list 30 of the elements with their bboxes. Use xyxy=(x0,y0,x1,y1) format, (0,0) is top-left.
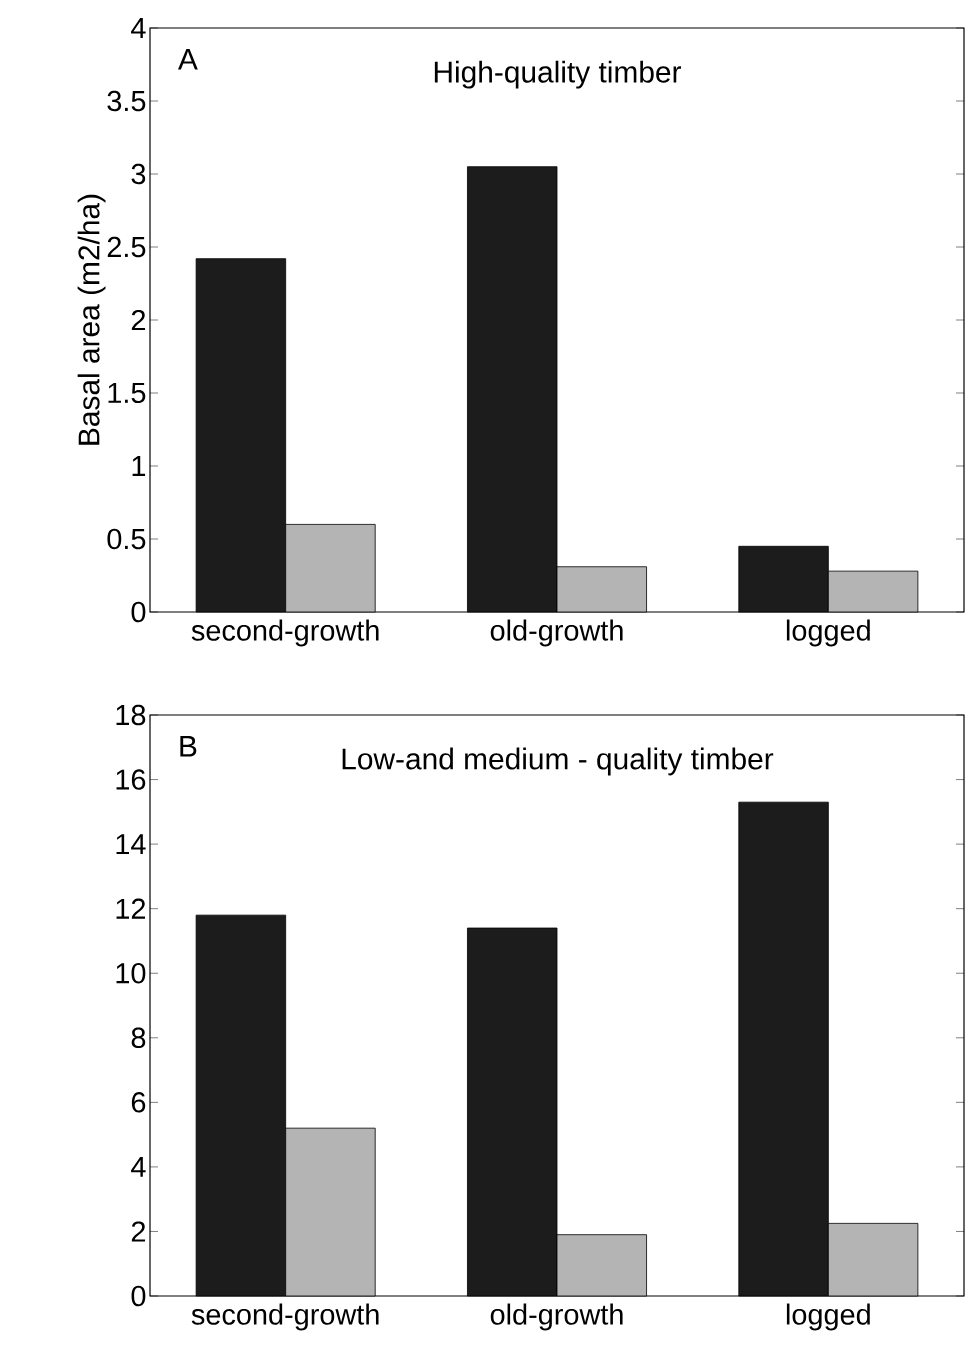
y-tick-label: 3 xyxy=(131,163,146,185)
y-tick-label: 0 xyxy=(131,601,146,623)
y-tick-label: 4 xyxy=(131,1156,146,1177)
x-tick-label: second-growth xyxy=(191,619,379,647)
annotation: A xyxy=(178,49,198,70)
text: High-quality timber xyxy=(434,60,682,89)
y-tick-label: 3.5 xyxy=(107,90,146,112)
y-tick-label: 4 xyxy=(131,18,146,38)
y-axis-title: Basal area (m2/ha) xyxy=(77,194,106,445)
text: Low-and medium - quality timber xyxy=(342,747,774,776)
y-tick-label: 0.5 xyxy=(107,528,146,550)
x-tick-label: logged xyxy=(786,619,870,647)
y-tick-label: 2.5 xyxy=(107,236,146,258)
y-tick-label: 10 xyxy=(116,963,146,984)
y-tick-label: 1.5 xyxy=(108,382,146,404)
x-tick-label: second-growth xyxy=(191,1303,379,1331)
y-tick-label: 2 xyxy=(131,309,146,331)
y-tick-label: 18 xyxy=(116,704,146,726)
y-tick-label: 1 xyxy=(132,456,146,476)
y-tick-label: 16 xyxy=(116,769,146,790)
y-tick-label: 0 xyxy=(131,1285,146,1307)
y-tick-label: 12 xyxy=(116,898,146,919)
y-tick-label: 14 xyxy=(116,834,146,855)
y-tick-label: 8 xyxy=(131,1027,146,1049)
y-tick-label: 6 xyxy=(131,1092,146,1113)
x-tick-label: old-growth xyxy=(490,1303,623,1331)
x-tick-label: logged xyxy=(786,1303,870,1331)
y-tick-label: 2 xyxy=(131,1221,146,1242)
annotation: B xyxy=(180,735,197,757)
x-tick-label: old-growth xyxy=(490,619,623,647)
